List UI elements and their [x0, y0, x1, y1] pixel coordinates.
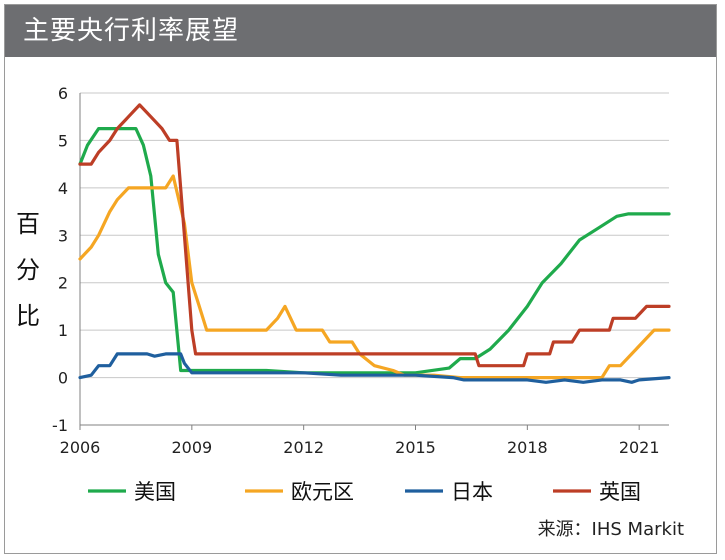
x-tick-label: 2012 [283, 438, 324, 457]
source-note: 来源：IHS Markit [537, 519, 684, 540]
y-axis-label: 百 [16, 210, 40, 238]
legend-label: 日本 [451, 480, 493, 504]
series-line [78, 352, 671, 384]
y-tick-label: 5 [58, 131, 68, 150]
x-tick-label: 2009 [171, 438, 212, 457]
x-tick-label: 2021 [619, 438, 660, 457]
y-tick-label: 4 [58, 179, 68, 198]
series-line [78, 174, 671, 380]
legend-label: 英国 [599, 480, 641, 504]
legend-label: 欧元区 [291, 480, 354, 504]
y-tick-label: 2 [58, 274, 68, 293]
series-line [78, 127, 671, 375]
y-tick-label: 3 [58, 226, 68, 245]
y-axis-label: 比 [16, 302, 40, 330]
y-tick-label: -1 [52, 416, 68, 435]
series-line [78, 103, 671, 368]
y-axis-label: 分 [16, 256, 40, 284]
page-title: 主要央行利率展望 [5, 5, 716, 57]
y-tick-label: 1 [58, 321, 68, 340]
chart-panel: 主要央行利率展望 来源：IHS Markit [4, 4, 717, 554]
x-tick-label: 2006 [60, 438, 101, 457]
x-tick-label: 2015 [395, 438, 436, 457]
legend-label: 美国 [134, 480, 176, 504]
y-tick-label: 6 [58, 84, 68, 103]
x-tick-label: 2018 [507, 438, 548, 457]
y-tick-label: 0 [58, 369, 68, 388]
